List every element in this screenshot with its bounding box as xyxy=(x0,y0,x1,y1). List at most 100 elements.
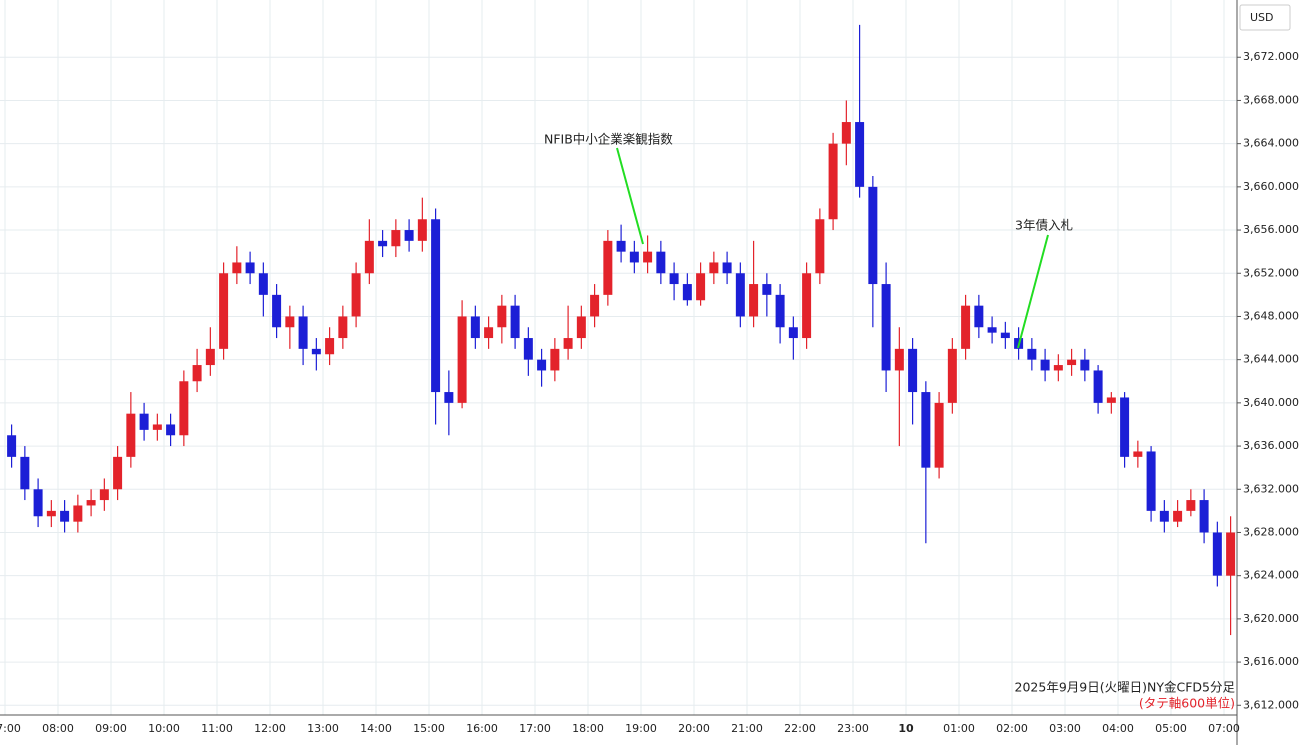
candle-body xyxy=(60,510,70,522)
candle-body xyxy=(113,456,123,490)
candle-body xyxy=(894,348,904,371)
candle-body xyxy=(431,219,441,393)
grid xyxy=(0,0,1237,715)
candle-body xyxy=(643,251,653,263)
candle-body xyxy=(987,327,997,333)
candle-body xyxy=(166,424,176,436)
x-tick-label: 07:00 xyxy=(1208,722,1240,735)
annotation-line xyxy=(616,147,644,245)
y-tick-label: 3,644.000 xyxy=(1243,353,1299,366)
candle-body xyxy=(749,284,759,317)
y-tick-label: 3,636.000 xyxy=(1243,439,1299,452)
candle-body xyxy=(934,402,944,468)
candle-body xyxy=(272,294,282,328)
candle-body xyxy=(139,413,149,430)
x-tick-label: 07:00 xyxy=(0,722,21,735)
x-tick-label: 16:00 xyxy=(466,722,498,735)
candle-body xyxy=(828,143,838,220)
candle-body xyxy=(417,219,427,241)
x-tick-label: 01:00 xyxy=(943,722,975,735)
candle-body xyxy=(1053,365,1063,371)
candle-body xyxy=(1212,532,1222,576)
x-tick-label: 20:00 xyxy=(678,722,710,735)
x-tick-label: 02:00 xyxy=(996,722,1028,735)
candle-body xyxy=(961,305,971,349)
candle-body xyxy=(351,273,361,317)
axis-note: (タテ軸600単位) xyxy=(1139,696,1235,711)
candle-body xyxy=(179,381,189,436)
y-tick-label: 3,628.000 xyxy=(1243,525,1299,538)
candle-body xyxy=(338,316,348,339)
candle-body xyxy=(325,338,335,355)
y-tick-label: 3,640.000 xyxy=(1243,396,1299,409)
candle-body xyxy=(33,489,43,517)
candle-body xyxy=(7,435,17,457)
candle-body xyxy=(881,284,891,371)
candle-body xyxy=(576,316,586,339)
candle-body xyxy=(656,251,666,274)
candle-body xyxy=(219,273,229,349)
y-tick-label: 3,624.000 xyxy=(1243,569,1299,582)
candle-body xyxy=(563,338,573,349)
candle-body xyxy=(722,262,732,274)
candle-body xyxy=(762,284,772,295)
y-tick-label: 3,660.000 xyxy=(1243,180,1299,193)
candle-body xyxy=(629,251,639,263)
candle-body xyxy=(709,262,719,274)
x-tick-label: 10:00 xyxy=(148,722,180,735)
x-tick-label: 11:00 xyxy=(201,722,233,735)
candle-body xyxy=(537,359,547,371)
x-tick-label: 05:00 xyxy=(1155,722,1187,735)
y-tick-label: 3,656.000 xyxy=(1243,223,1299,236)
y-tick-label: 3,616.000 xyxy=(1243,655,1299,668)
candle-body xyxy=(298,316,308,349)
candle-body xyxy=(1093,370,1103,403)
x-tick-label: 21:00 xyxy=(731,722,763,735)
candle-body xyxy=(947,348,957,403)
candle-body xyxy=(497,305,507,328)
candle-body xyxy=(802,273,812,339)
y-tick-label: 3,632.000 xyxy=(1243,482,1299,495)
candle-body xyxy=(1159,510,1169,522)
candle-body xyxy=(1040,359,1050,371)
x-tick-label: 13:00 xyxy=(307,722,339,735)
x-tick-label: 15:00 xyxy=(413,722,445,735)
candle-body xyxy=(550,348,560,371)
candle-body xyxy=(510,305,520,339)
x-tick-label: 17:00 xyxy=(519,722,551,735)
x-tick-label: 12:00 xyxy=(254,722,286,735)
candle-body xyxy=(99,489,109,501)
candle-body xyxy=(126,413,136,457)
currency-box xyxy=(1239,4,1291,31)
y-tick-label: 3,672.000 xyxy=(1243,50,1299,63)
x-tick-label: 08:00 xyxy=(42,722,74,735)
candle-body xyxy=(484,327,494,339)
y-tick-label: 3,648.000 xyxy=(1243,309,1299,322)
candle-body xyxy=(73,505,83,522)
caption: 2025年9月9日(火曜日)NY金CFD5分足 xyxy=(1015,680,1236,695)
candle-body xyxy=(1027,348,1037,360)
candle-body xyxy=(590,294,600,317)
y-tick-label: 3,664.000 xyxy=(1243,137,1299,150)
candle-body xyxy=(523,338,533,360)
candles xyxy=(7,24,1236,636)
candle-body xyxy=(603,240,613,295)
currency-label: USD xyxy=(1250,11,1274,24)
candle-body xyxy=(616,240,626,252)
x-tick-label: 10 xyxy=(898,722,914,735)
candle-body xyxy=(1199,500,1209,533)
y-tick-label: 3,612.000 xyxy=(1243,698,1299,711)
y-tick-label: 3,652.000 xyxy=(1243,266,1299,279)
candle-body xyxy=(378,240,388,247)
x-tick-label: 18:00 xyxy=(572,722,604,735)
candle-body xyxy=(285,316,295,328)
candle-body xyxy=(696,273,706,301)
candle-body xyxy=(404,230,414,241)
candle-body xyxy=(258,273,268,295)
candle-body xyxy=(815,219,825,274)
candle-body xyxy=(921,392,931,468)
annotation: NFIB中小企業楽観指数 xyxy=(544,132,673,147)
candle-body xyxy=(205,348,215,366)
x-tick-label: 19:00 xyxy=(625,722,657,735)
